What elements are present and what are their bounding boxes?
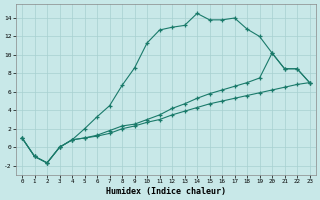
X-axis label: Humidex (Indice chaleur): Humidex (Indice chaleur): [106, 187, 226, 196]
